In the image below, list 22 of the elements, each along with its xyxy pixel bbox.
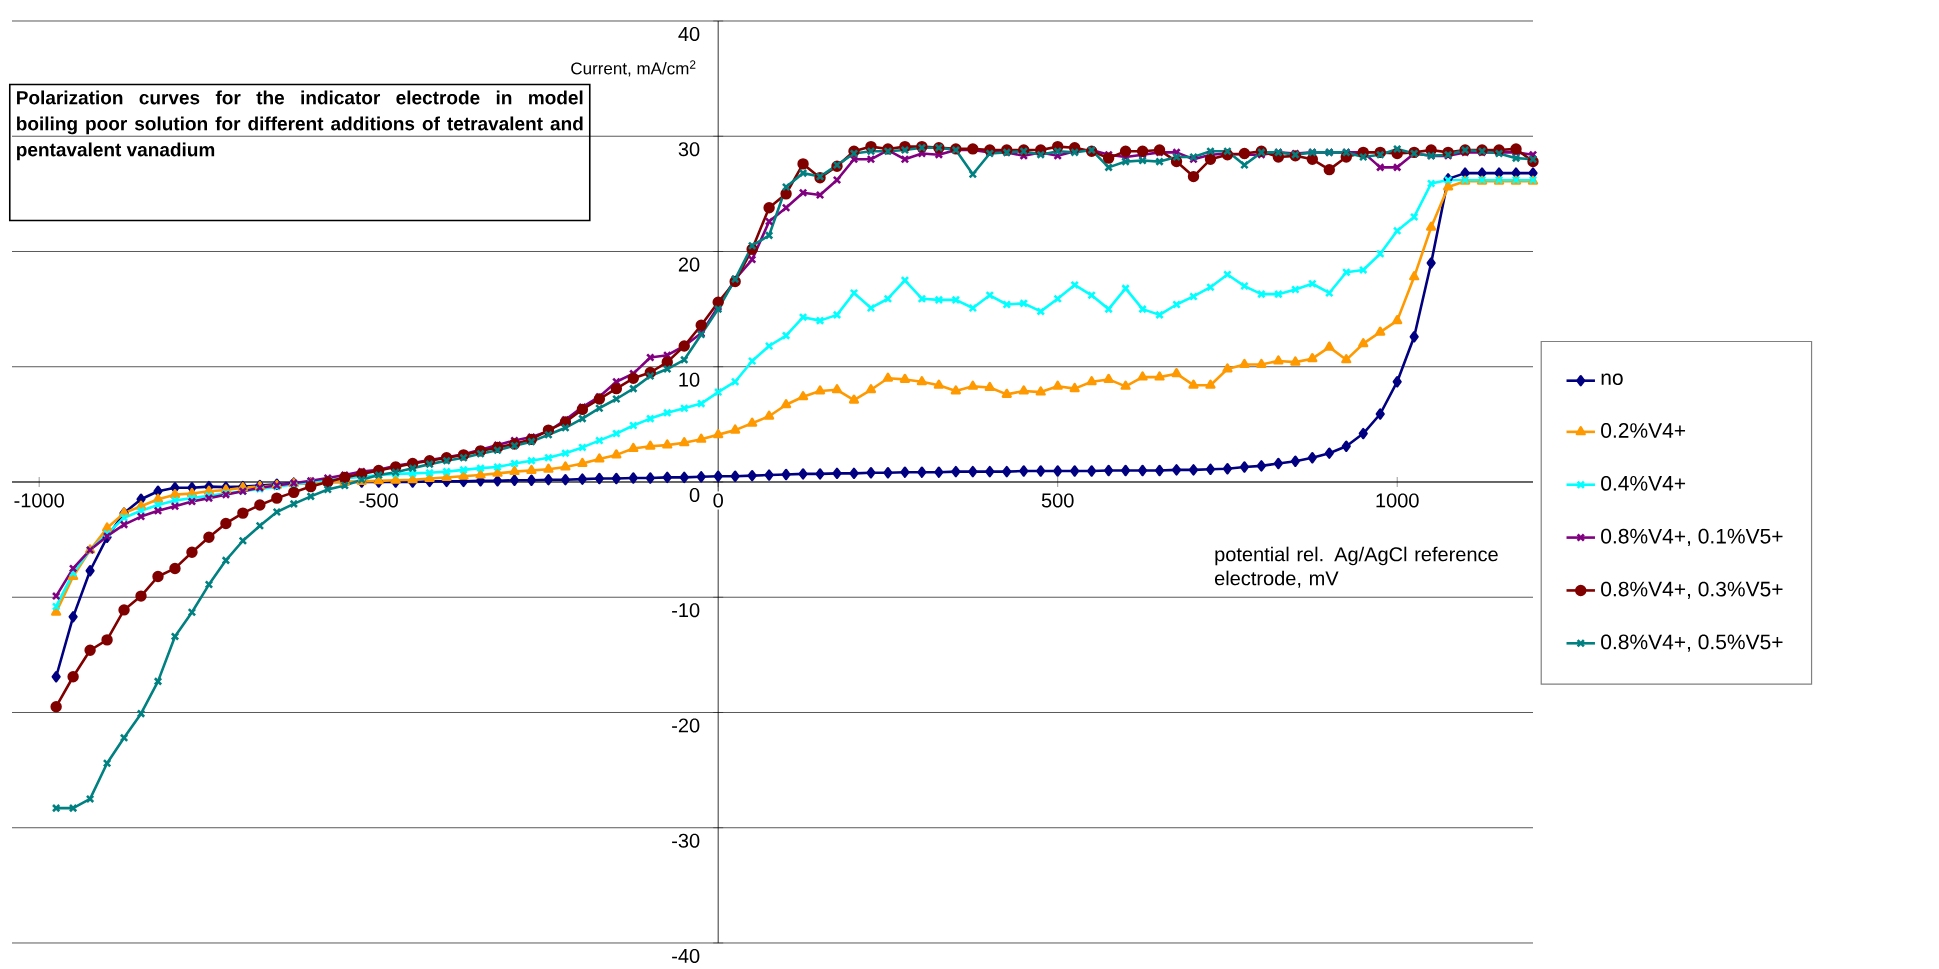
legend-label: 0.4%V4+ bbox=[1601, 475, 1686, 491]
y-tick-label: 10 bbox=[679, 372, 700, 387]
x-tick-label: -1000 bbox=[14, 493, 64, 508]
y-tick-label: -10 bbox=[672, 603, 700, 618]
legend-label: 0.2%V4+ bbox=[1601, 423, 1686, 438]
y-tick-label: 30 bbox=[678, 142, 700, 157]
legend-label: 0.8%V4+, 0.3%V5+ bbox=[1601, 581, 1783, 599]
legend-label: no bbox=[1601, 373, 1623, 386]
x-tick-label: 1000 bbox=[1376, 493, 1419, 508]
y-tick-label: -20 bbox=[672, 718, 700, 733]
legend-label: 0.8%V4+, 0.1%V5+ bbox=[1601, 528, 1783, 547]
x-tick-label: -500 bbox=[359, 493, 398, 508]
y-tick-label: 20 bbox=[678, 257, 700, 272]
x-axis-title: potential rel. Ag/AgCl reference electrode, mV bbox=[1214, 546, 1498, 588]
y-axis-title: Current, mA/cm$^{2}$ bbox=[571, 60, 696, 77]
text: Polarization curves for the indicator electrode in model boiling poor solution for different additions of tetravalent and pentavalent vanadium bbox=[17, 90, 583, 161]
legend-label: 0.8%V4+, 0.5%V5+ bbox=[1601, 634, 1783, 652]
y-tick-label: -40 bbox=[672, 948, 700, 964]
x-tick-label: 500 bbox=[1041, 493, 1074, 508]
x-tick-label: 0 bbox=[713, 493, 723, 508]
y-tick-label: -30 bbox=[672, 833, 700, 848]
y-tick-label: 40 bbox=[678, 26, 700, 42]
